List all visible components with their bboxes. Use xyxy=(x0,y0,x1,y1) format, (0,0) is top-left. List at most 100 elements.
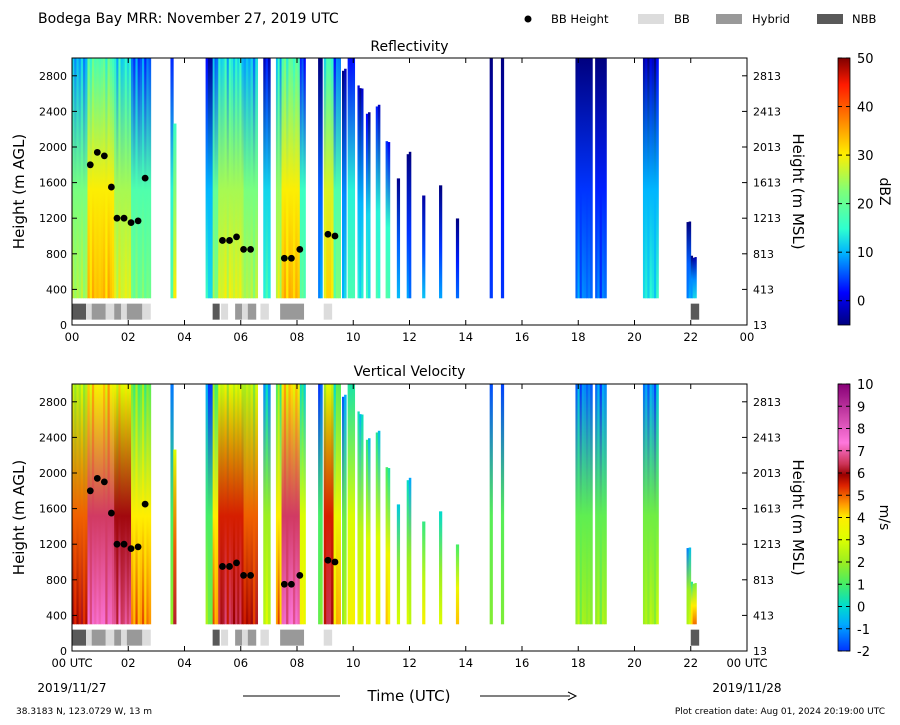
bb-height-point xyxy=(93,148,101,156)
precip-stripe xyxy=(368,438,371,625)
y-tick-right-label: 2813 xyxy=(753,396,781,409)
precip-stripe xyxy=(338,58,341,299)
y-tick-label: 400 xyxy=(46,609,67,622)
precip-stripe xyxy=(645,384,648,625)
x-tick-label: 16 xyxy=(515,656,530,670)
bb-height-point xyxy=(134,217,142,225)
bb-type-segment xyxy=(91,303,106,320)
y-tick-label: 2000 xyxy=(39,467,67,480)
precip-stripe xyxy=(241,58,244,299)
precip-stripe xyxy=(114,384,117,625)
precip-stripe xyxy=(692,583,695,625)
precip-column xyxy=(365,112,371,299)
precip-stripe xyxy=(279,58,282,299)
x-tick-label: 00 xyxy=(65,330,80,344)
x-tick-label: 00 xyxy=(740,330,755,344)
precip-column xyxy=(347,384,356,625)
precip-stripe xyxy=(694,583,697,625)
precip-stripe xyxy=(263,58,266,299)
bb-height-point xyxy=(107,183,115,191)
bb-height-point xyxy=(287,580,295,588)
bb-type-segment xyxy=(280,629,305,646)
precip-stripe xyxy=(122,384,126,625)
precip-stripe xyxy=(126,58,130,299)
vertical-velocity-y-ticks: 0 400 800 1200 1600 2000 2400 2800 xyxy=(39,396,77,658)
precip-stripe xyxy=(347,58,351,299)
bb-type-segment xyxy=(142,303,151,320)
precip-stripe xyxy=(120,58,124,299)
start-date-label: 2019/11/27 xyxy=(37,681,106,695)
colorbar-tick-label: 8 xyxy=(857,423,865,438)
bb-height-point xyxy=(113,214,121,222)
precip-stripe xyxy=(385,467,389,625)
precip-column xyxy=(642,384,659,625)
precip-column xyxy=(686,547,692,625)
precip-stripe xyxy=(583,58,587,299)
x-tick-label: 18 xyxy=(571,330,586,344)
precip-column xyxy=(595,384,607,625)
precip-stripe xyxy=(250,384,254,625)
precip-stripe xyxy=(118,384,121,625)
precip-stripe xyxy=(286,58,289,299)
precip-stripe xyxy=(241,384,244,625)
precip-column xyxy=(375,104,381,299)
precip-stripe xyxy=(148,58,152,299)
precip-stripe xyxy=(361,414,364,625)
bb-height-point xyxy=(107,509,115,517)
vertical-velocity-bb-height-points xyxy=(86,474,339,588)
precip-stripe xyxy=(500,58,505,299)
precip-stripe xyxy=(263,384,266,625)
precip-stripe xyxy=(301,384,304,625)
precip-stripe xyxy=(297,384,301,625)
precip-column xyxy=(263,384,271,625)
precip-column xyxy=(489,58,493,299)
precip-column xyxy=(455,544,460,625)
precip-stripe xyxy=(133,58,136,299)
precip-stripe xyxy=(111,384,115,625)
precip-stripe xyxy=(218,384,221,625)
precip-stripe xyxy=(135,58,139,299)
x-tick-label: 10 xyxy=(346,656,361,670)
reflectivity-ylabel: Height (m AGL) xyxy=(10,134,28,249)
bb-type-segment xyxy=(86,303,92,320)
bb-height-point xyxy=(141,174,149,182)
precip-stripe xyxy=(76,58,80,299)
bb-height-point xyxy=(127,545,135,553)
precip-stripe xyxy=(599,384,603,625)
precip-stripe xyxy=(233,58,236,299)
colorbar-tick-label: 20 xyxy=(857,198,874,213)
precip-stripe xyxy=(647,384,650,625)
precip-stripe xyxy=(139,58,143,299)
precip-stripe xyxy=(74,384,77,625)
precip-stripe xyxy=(649,58,653,299)
precip-stripe xyxy=(137,384,141,625)
precip-stripe xyxy=(170,58,174,299)
precip-stripe xyxy=(89,58,93,299)
precip-stripe xyxy=(126,384,130,625)
precip-stripe xyxy=(686,222,690,299)
bb-type-segment xyxy=(235,629,243,646)
y-tick-label: 2400 xyxy=(39,431,67,444)
y-tick-label: 1600 xyxy=(39,503,67,516)
precip-stripe xyxy=(103,58,106,299)
vertical-velocity-bb-type-bar xyxy=(72,629,700,646)
creation-date-text: Plot creation date: Aug 01, 2024 20:19:0… xyxy=(675,707,885,717)
precip-stripe xyxy=(575,384,578,625)
precip-stripe xyxy=(94,384,97,625)
precip-column xyxy=(323,58,334,299)
bb-type-segment xyxy=(86,629,92,646)
bb-height-point xyxy=(226,563,233,570)
bb-height-point xyxy=(324,556,332,564)
vertical-velocity-ylabel-right: Height (m MSL) xyxy=(789,459,807,575)
precip-stripe xyxy=(597,58,601,299)
precip-stripe xyxy=(295,58,298,299)
reflectivity-bb-type-bar xyxy=(72,303,700,320)
precip-column xyxy=(333,384,341,625)
precip-stripe xyxy=(604,384,607,625)
precip-stripe xyxy=(575,58,578,299)
precip-stripe xyxy=(359,88,362,299)
precip-stripe xyxy=(124,58,128,299)
bb-type-segment xyxy=(690,629,700,646)
precip-stripe xyxy=(91,384,95,625)
